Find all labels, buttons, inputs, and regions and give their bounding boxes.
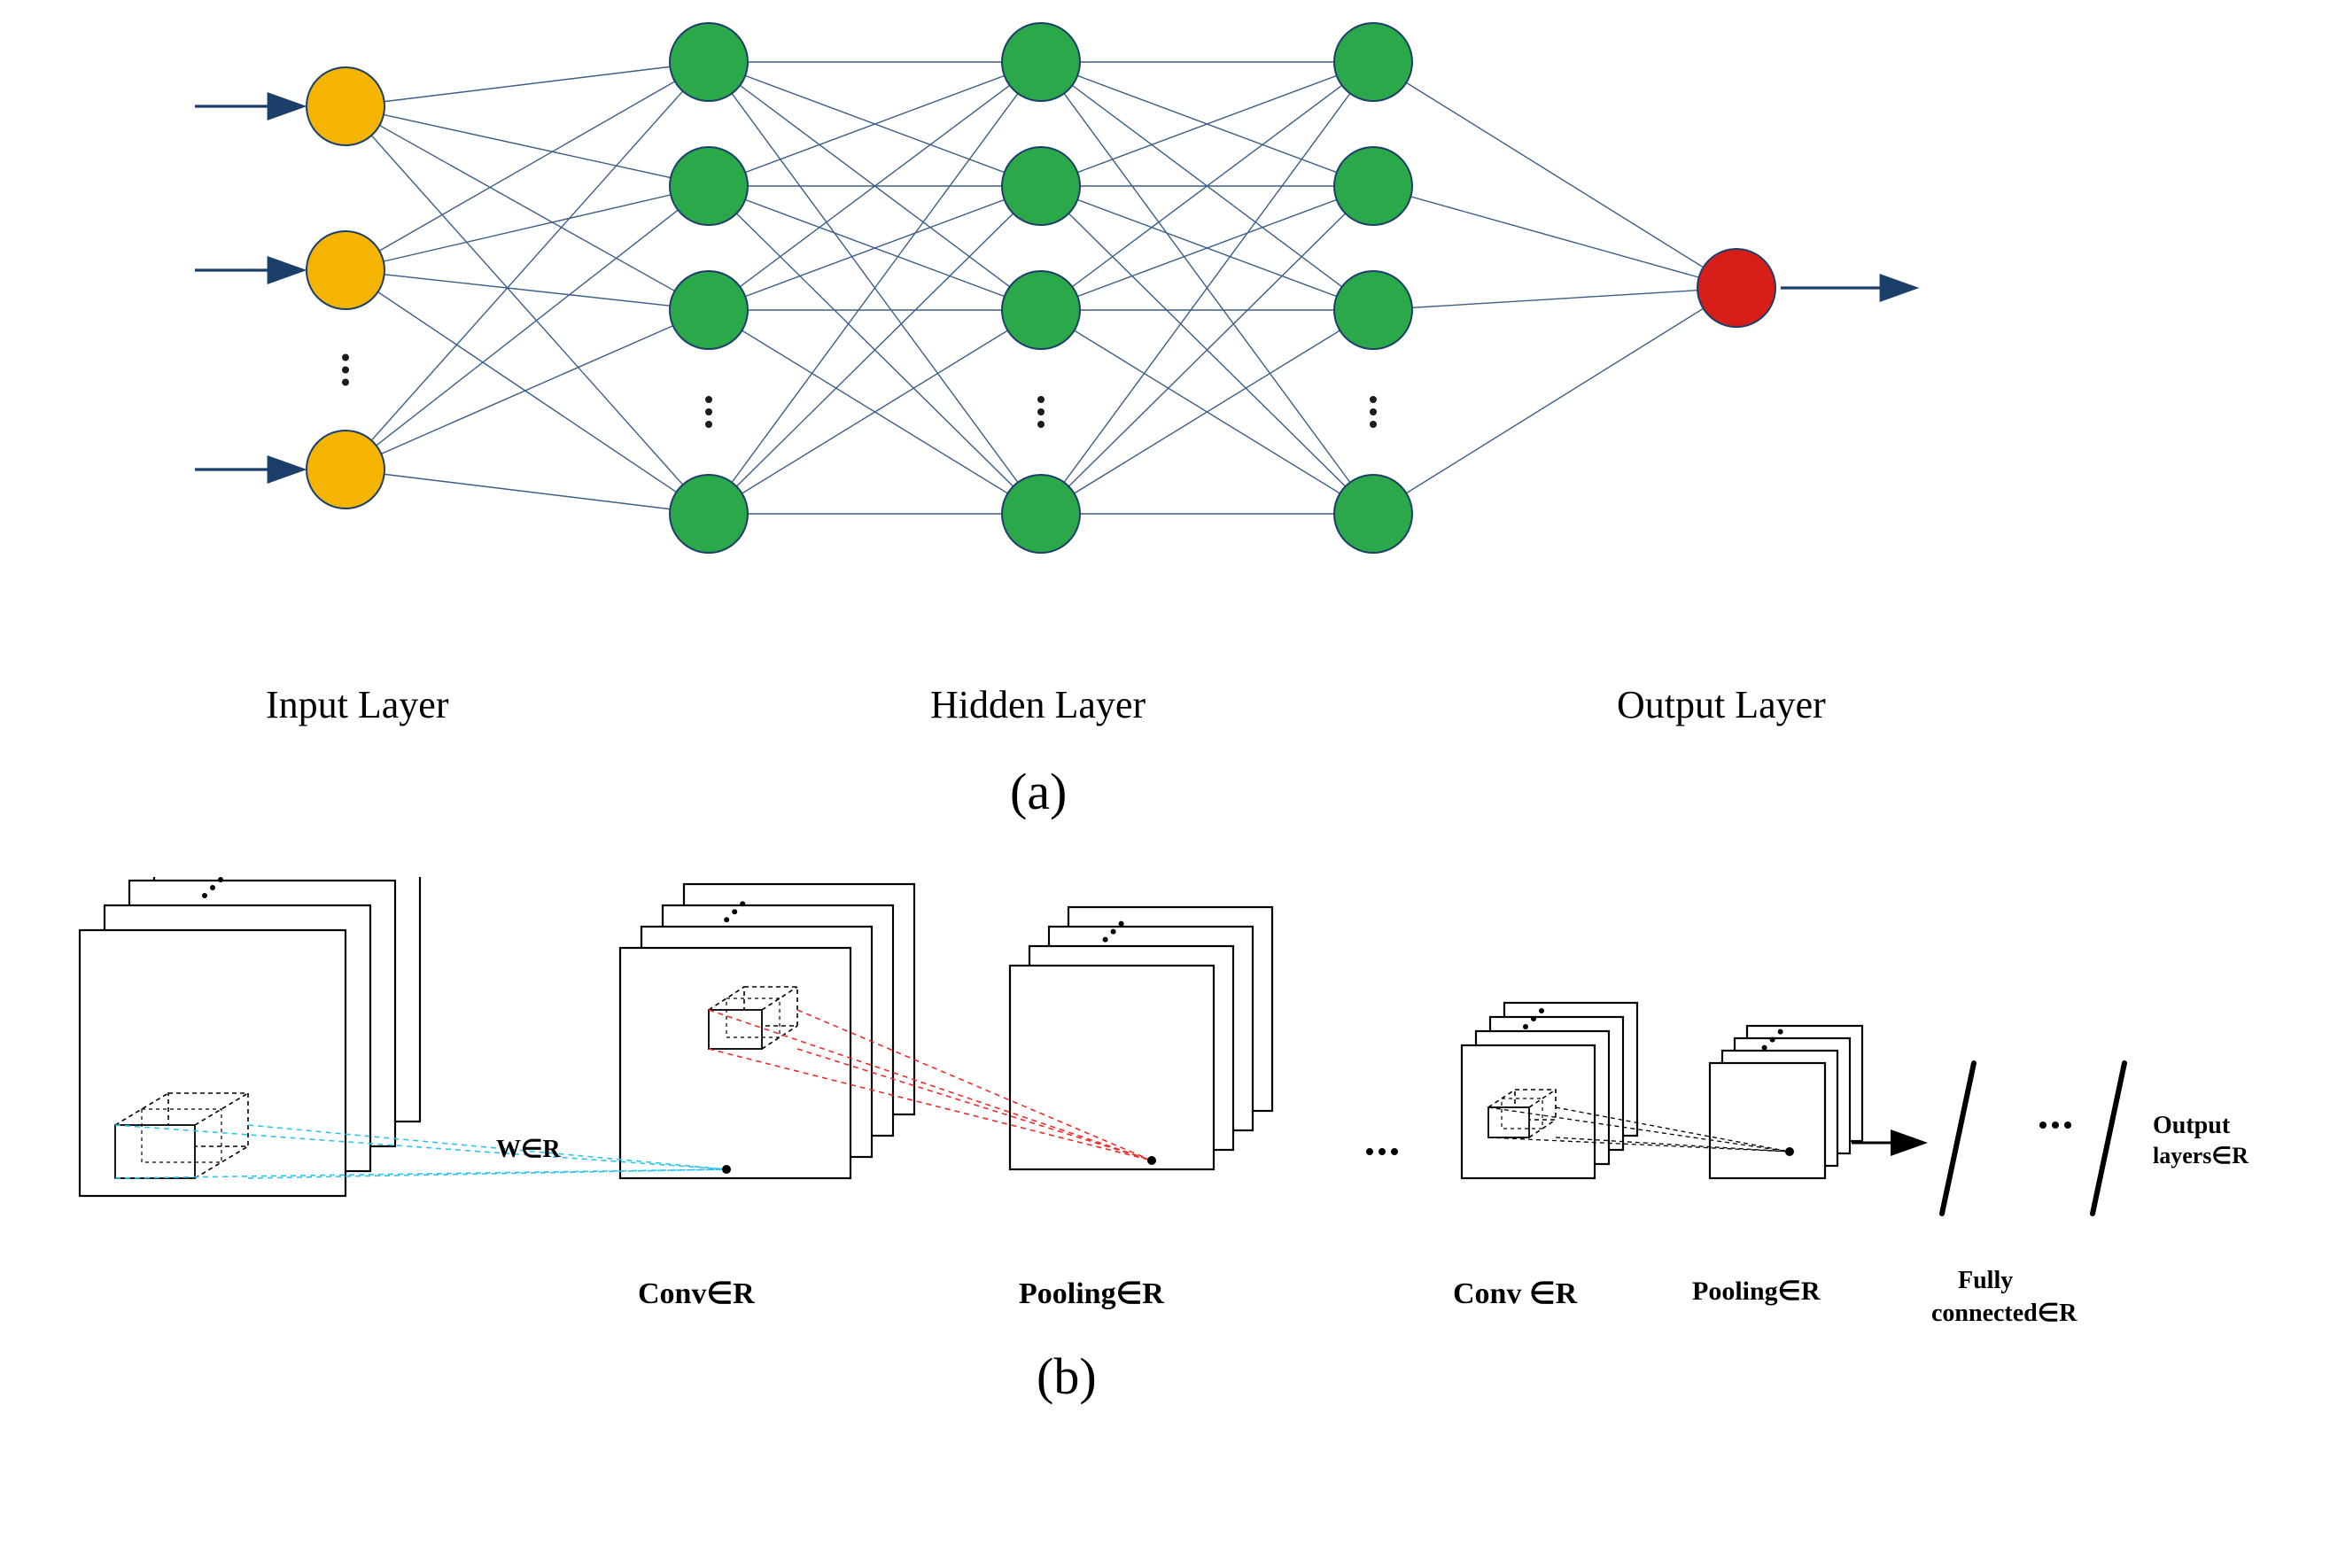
figure-root: Input Layer Hidden Layer Output Layer (a… <box>0 0 2330 1566</box>
panel-b-cnn <box>0 877 2330 1568</box>
label-input-layer: Input Layer <box>266 682 448 727</box>
label-fc2: connected∈R <box>1931 1298 2077 1328</box>
label-conv2: Conv ∈R <box>1453 1276 1577 1311</box>
label-pool2: Pooling∈R <box>1692 1276 1820 1307</box>
network-nodes <box>307 23 1775 553</box>
label-panel-b-tag: (b) <box>1037 1347 1097 1406</box>
result-dots <box>722 1122 2071 1174</box>
label-fc1: Fully <box>1958 1267 2013 1295</box>
label-hidden-layer: Hidden Layer <box>930 682 1146 727</box>
feature-map-stacks <box>80 877 1862 1196</box>
label-out2: layers∈R <box>2153 1143 2248 1169</box>
label-out1: Output <box>2153 1112 2230 1140</box>
label-conv1: Conv∈R <box>638 1276 755 1311</box>
fc-layers <box>1942 1063 2124 1214</box>
label-output-layer: Output Layer <box>1617 682 1826 727</box>
label-pool1: Pooling∈R <box>1019 1276 1164 1311</box>
label-w: W∈R <box>496 1134 561 1164</box>
label-panel-a-tag: (a) <box>1010 762 1067 821</box>
